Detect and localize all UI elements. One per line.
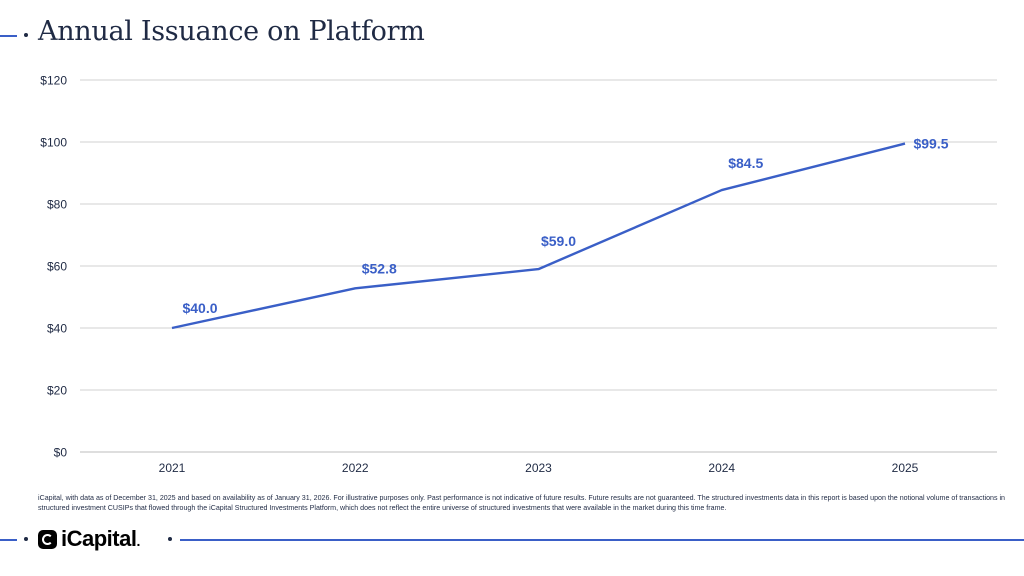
chart-title: Annual Issuance on Platform: [38, 16, 425, 47]
icapital-logo-icon: [38, 529, 57, 549]
y-tick-label: $0: [54, 446, 68, 460]
y-tick-label: $20: [47, 384, 67, 398]
line-chart: $0$20$40$60$80$100$120 2021 2022 2023 2024 2…: [40, 74, 997, 475]
footer-accent-dot: [24, 537, 28, 541]
y-tick-label: $100: [40, 136, 67, 150]
x-axis-tick-labels: 2021 2022 2023 2024 2025: [159, 461, 919, 475]
data-label: $40.0: [182, 300, 217, 316]
title-accent-dot: [24, 33, 28, 37]
y-tick-label: $60: [47, 260, 67, 274]
y-tick-label: $80: [47, 198, 67, 212]
x-tick-label: 2021: [159, 461, 186, 475]
y-axis-tick-labels: $0 $20 $40 $60 $80 $100 $120: [40, 74, 67, 460]
data-label: $59.0: [541, 233, 576, 249]
x-tick-label: 2023: [525, 461, 552, 475]
title-accent-dash: [0, 35, 17, 37]
x-tick-label: 2025: [892, 461, 919, 475]
data-labels: $40.0 $52.8 $59.0 $84.5 $99.5: [182, 136, 948, 316]
grid-lines: [80, 79, 997, 453]
logo-text: iCapital.: [61, 526, 140, 551]
x-tick-label: 2024: [708, 461, 735, 475]
data-label: $52.8: [362, 260, 397, 276]
icapital-logo: iCapital.: [38, 526, 140, 551]
footer-accent-line: [180, 539, 1024, 541]
series-line: [171, 142, 906, 330]
footer-accent-dash: [0, 539, 17, 541]
x-tick-label: 2022: [342, 461, 369, 475]
data-label: $84.5: [728, 155, 763, 171]
footnote: iCapital, with data as of December 31, 2…: [38, 494, 1005, 512]
footer-accent-dot-2: [168, 537, 172, 541]
y-tick-label: $40: [47, 322, 67, 336]
y-tick-label: $120: [40, 74, 67, 88]
data-label: $99.5: [913, 136, 948, 152]
